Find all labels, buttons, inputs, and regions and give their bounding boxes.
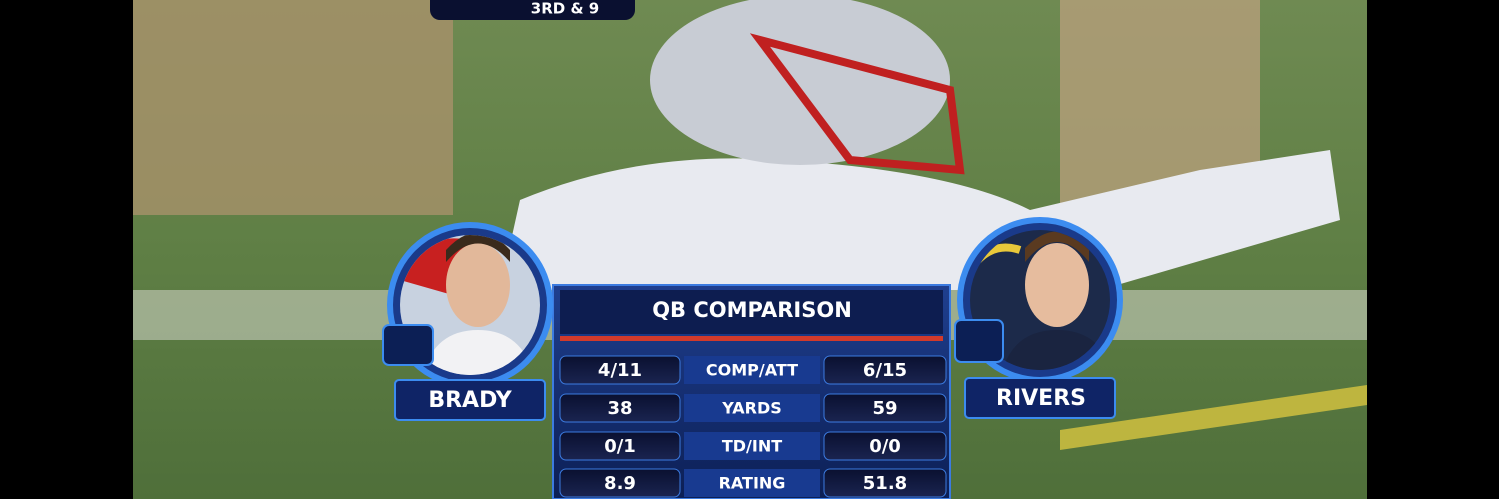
team-logo	[382, 324, 434, 366]
title-bar	[560, 290, 943, 334]
down-distance: 3RD & 9	[531, 0, 599, 18]
player-jersey	[500, 150, 1340, 290]
cell	[684, 356, 820, 384]
stat-left: 0/1	[604, 436, 636, 457]
cell	[823, 431, 947, 461]
team-logo	[954, 319, 1004, 363]
name-plate	[394, 379, 546, 421]
stat-left: 4/11	[598, 360, 642, 381]
stat-label: YARDS	[721, 399, 782, 418]
stat-label: RATING	[719, 474, 786, 493]
cell	[559, 431, 681, 461]
title-underline	[560, 336, 943, 341]
stat-label: COMP/ATT	[706, 361, 798, 380]
cell	[684, 432, 820, 460]
background-player	[133, 0, 453, 215]
panel-title: QB COMPARISON	[652, 298, 852, 322]
stat-right: 51.8	[863, 473, 907, 494]
stat-rows: 4/11 COMP/ATT 6/15 38 YARDS 59 0/1 TD/IN…	[559, 355, 947, 498]
stat-left: 8.9	[604, 473, 636, 494]
name-plate	[964, 377, 1116, 419]
stat-right: 6/15	[863, 360, 907, 381]
cell	[823, 393, 947, 423]
cell	[684, 394, 820, 422]
stat-left: 38	[607, 398, 632, 419]
stat-right: 0/0	[869, 436, 901, 457]
letterbox-right	[1367, 0, 1499, 499]
stat-right: 59	[872, 398, 897, 419]
player-name: BRADY	[428, 388, 512, 413]
cell	[684, 469, 820, 497]
player-helmet	[650, 0, 950, 165]
first-down-line	[1060, 385, 1367, 450]
cell	[559, 355, 681, 385]
facemask	[749, 33, 965, 175]
letterbox-left	[0, 0, 133, 499]
scoreboard	[430, 0, 635, 20]
cell	[559, 468, 681, 498]
cell	[823, 468, 947, 498]
cell	[823, 355, 947, 385]
cell	[559, 393, 681, 423]
stat-label: TD/INT	[722, 437, 782, 456]
player-name: RIVERS	[996, 386, 1086, 411]
